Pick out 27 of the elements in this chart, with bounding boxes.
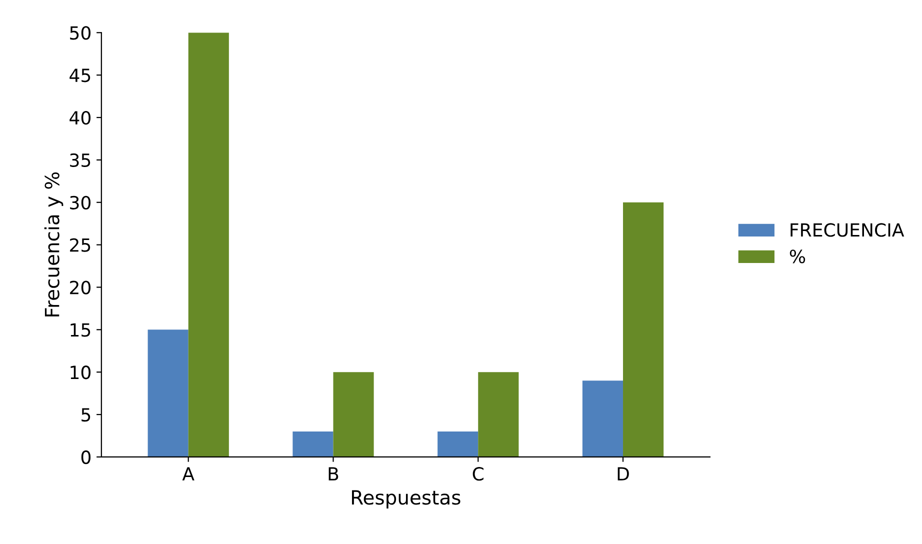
y-tick-label: 45: [70, 68, 90, 82]
y-tick-label: 25: [70, 238, 90, 252]
x-tick-label: B: [328, 467, 338, 480]
bar: [148, 330, 188, 457]
y-tick-label: 5: [82, 408, 90, 422]
y-tick-label: 10: [70, 366, 90, 380]
bar: [623, 202, 664, 457]
y-tick-label: 15: [70, 323, 90, 337]
y-tick-label: 20: [70, 280, 90, 294]
bar: [582, 380, 624, 457]
x-tick-label: C: [472, 467, 484, 481]
y-axis-title: Frecuencia y %: [44, 172, 64, 316]
y-tick-label: 30: [70, 196, 90, 210]
y-tick-label: 50: [70, 26, 90, 40]
bar: [333, 372, 374, 457]
bar: [438, 432, 478, 457]
bar: [478, 372, 519, 457]
y-tick-label: 0: [81, 450, 90, 464]
bar: [188, 32, 229, 457]
x-tick-label: A: [182, 467, 194, 480]
legend-label: %: [790, 250, 806, 264]
legend-label: FRECUENCIA: [790, 223, 904, 237]
x-tick-label: D: [618, 467, 629, 480]
bar: [292, 432, 334, 457]
y-tick-label: 35: [70, 153, 90, 168]
y-tick-label: 40: [70, 110, 90, 125]
x-axis-title: Respuestas: [352, 490, 460, 509]
